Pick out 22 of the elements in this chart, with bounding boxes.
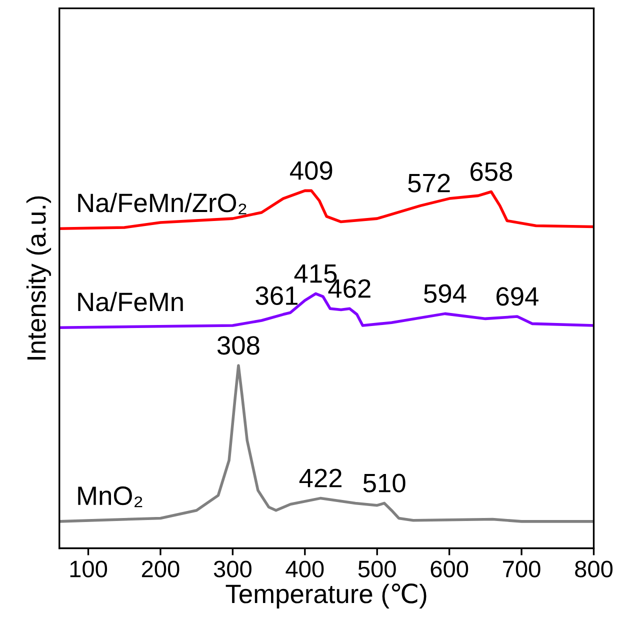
annotation: 594 bbox=[424, 284, 466, 303]
annotation: 694 bbox=[496, 287, 538, 306]
x-tick-label: 200 bbox=[142, 560, 180, 578]
x-axis-title: Temperature (℃) bbox=[226, 583, 426, 609]
x-tick-label: 500 bbox=[358, 560, 396, 578]
series-label: MnO₂ bbox=[78, 486, 142, 508]
series-label: Na/FeMn bbox=[78, 292, 183, 312]
x-tick-label: 600 bbox=[430, 560, 468, 578]
annotation: 409 bbox=[290, 161, 332, 180]
annotation: 308 bbox=[217, 336, 260, 355]
x-tick-label: 700 bbox=[503, 560, 540, 578]
annotation: 361 bbox=[256, 286, 298, 306]
x-tick-label: 400 bbox=[286, 560, 324, 578]
annotation: 422 bbox=[299, 468, 342, 488]
series-label: Na/FeMn/ZrO₂ bbox=[78, 192, 246, 214]
x-tick-label: 300 bbox=[214, 560, 252, 578]
x-tick-label: 800 bbox=[575, 560, 613, 578]
y-axis-title: Intensity (a.u.) bbox=[26, 196, 52, 360]
annotation: 510 bbox=[363, 474, 406, 492]
annotation: 572 bbox=[408, 174, 450, 192]
x-tick-label: 100 bbox=[70, 560, 108, 578]
annotation: 658 bbox=[470, 162, 512, 181]
